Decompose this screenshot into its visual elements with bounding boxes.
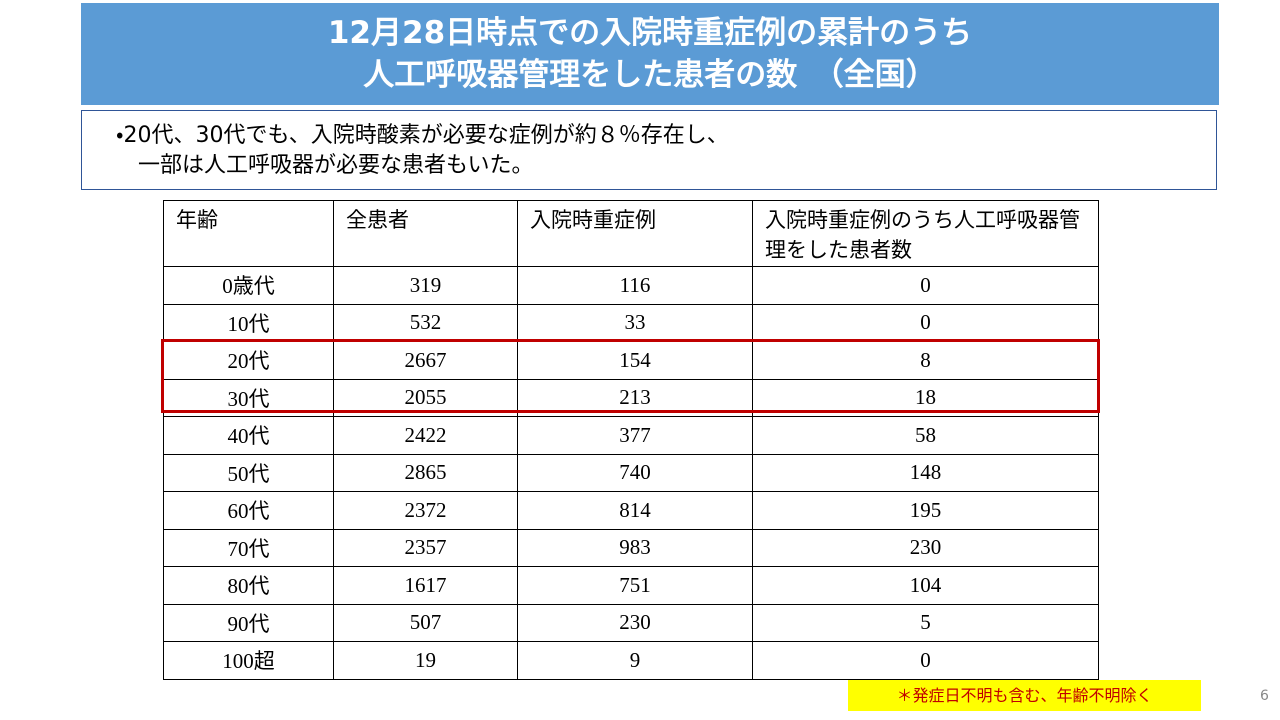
table-row: 40代 2422 377 58: [163, 416, 1099, 455]
title-box: 12月28日時点での入院時重症例の累計のうち 人工呼吸器管理をした患者の数 （全…: [81, 3, 1219, 105]
table-cell: 90代: [163, 603, 334, 642]
table-cell: 0: [752, 266, 1099, 305]
table-cell: 5: [752, 603, 1099, 642]
table-cell: 70代: [163, 528, 334, 567]
table-cell: 2865: [333, 453, 518, 492]
data-table: 年齢 全患者 入院時重症例 入院時重症例のうち人工呼吸器管理をした患者数 0歳代…: [163, 200, 1099, 680]
bullet-line: ・20代、30代でも、入院時酸素が必要な症例が約８％存在し、: [116, 123, 729, 148]
table-cell: 751: [517, 566, 753, 605]
table-cell: 230: [517, 603, 753, 642]
table-row: 50代 2865 740 148: [163, 453, 1099, 492]
table-cell: 0歳代: [163, 266, 334, 305]
table-cell: 532: [333, 303, 518, 342]
bullet-box: ・20代、30代でも、入院時酸素が必要な症例が約８％存在し、 一部は人工呼吸器が…: [81, 110, 1217, 190]
header-cell: 入院時重症例のうち人工呼吸器管理をした患者数: [752, 200, 1099, 267]
table-cell: 1617: [333, 566, 518, 605]
table-cell: 0: [752, 641, 1099, 680]
table-cell: 33: [517, 303, 753, 342]
table-row: 70代 2357 983 230: [163, 528, 1099, 567]
table-cell: 507: [333, 603, 518, 642]
header-cell: 全患者: [333, 200, 518, 267]
title-line: 12月28日時点での入院時重症例の累計のうち: [327, 15, 973, 51]
header-cell: 年齢: [163, 200, 334, 267]
table-cell: 814: [517, 491, 753, 530]
table-cell: 60代: [163, 491, 334, 530]
table-cell: 80代: [163, 566, 334, 605]
header-row: 年齢 全患者 入院時重症例 入院時重症例のうち人工呼吸器管理をした患者数: [163, 200, 1099, 267]
bullet-line: 一部は人工呼吸器が必要な患者もいた。: [138, 153, 534, 178]
table-cell: 377: [517, 416, 753, 455]
table-row: 80代 1617 751 104: [163, 566, 1099, 605]
table-cell: 2422: [333, 416, 518, 455]
table-cell: 116: [517, 266, 753, 305]
table-cell: 9: [517, 641, 753, 680]
footnote: ＊発症日不明も含む、年齢不明除く: [848, 680, 1201, 711]
title-line: 人工呼吸器管理をした患者の数 （全国）: [363, 57, 937, 93]
header-cell: 入院時重症例: [517, 200, 753, 267]
table-cell: 40代: [163, 416, 334, 455]
table-cell: 148: [752, 453, 1099, 492]
table-body: 0歳代 319 116 0 10代 532 33 0 20代 2667 154 8 30代 2055 213…: [163, 266, 1099, 680]
table-cell: 0: [752, 303, 1099, 342]
table-cell: 20代: [163, 341, 334, 380]
table-row: 0歳代 319 116 0: [163, 266, 1099, 305]
table-cell: 19: [333, 641, 518, 680]
table-cell: 2372: [333, 491, 518, 530]
table-cell: 195: [752, 491, 1099, 530]
table-row: 90代 507 230 5: [163, 603, 1099, 642]
table-cell: 2667: [333, 341, 518, 380]
table-cell: 983: [517, 528, 753, 567]
page-number: 6: [1260, 688, 1269, 704]
table-cell: 10代: [163, 303, 334, 342]
table-row: 100超 19 9 0: [163, 641, 1099, 680]
table-row: 60代 2372 814 195: [163, 491, 1099, 530]
table-cell: 104: [752, 566, 1099, 605]
table-row: 10代 532 33 0: [163, 303, 1099, 342]
table-cell: 50代: [163, 453, 334, 492]
highlight-box: [161, 339, 1100, 413]
table-cell: 230: [752, 528, 1099, 567]
table-cell: 100超: [163, 641, 334, 680]
table-cell: 58: [752, 416, 1099, 455]
table-cell: 740: [517, 453, 753, 492]
table-cell: 2357: [333, 528, 518, 567]
table-cell: 319: [333, 266, 518, 305]
